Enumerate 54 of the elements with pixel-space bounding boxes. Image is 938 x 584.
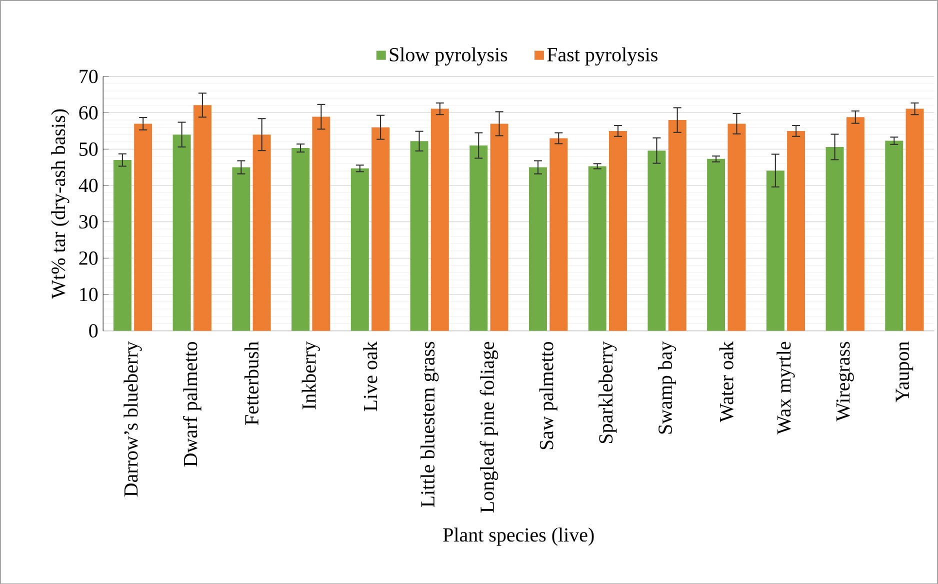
- x-tick-label: Darrow’s blueberry: [124, 341, 142, 496]
- x-tick-label: Saw palmetto: [539, 342, 558, 449]
- bar: [766, 170, 784, 331]
- x-tick-label: Inkberry: [302, 341, 320, 410]
- x-tick-label: Swamp bay: [658, 341, 676, 434]
- legend-label: Slow pyrolysis: [390, 47, 508, 66]
- y-tick-label: 20: [79, 251, 98, 265]
- bar: [470, 145, 488, 331]
- x-axis-title: Plant species (live): [443, 527, 594, 546]
- y-tick-label: 70: [80, 70, 98, 83]
- x-tick-label: Wax myrtle: [776, 342, 795, 434]
- bar: [172, 134, 191, 331]
- bar: [885, 140, 904, 331]
- bar: [430, 108, 449, 331]
- legend-label: Fast pyrolysis: [547, 47, 658, 66]
- y-axis-title: Wt% tar (dry-ash basis): [51, 109, 70, 299]
- bar: [728, 124, 746, 331]
- x-tick-label: Live oak: [363, 341, 378, 411]
- x-tick-label: Wiregrass: [836, 342, 854, 422]
- bar: [588, 166, 606, 331]
- bar: [490, 124, 508, 331]
- bar: [826, 146, 844, 331]
- bar: [550, 138, 568, 331]
- x-tick-label: Little bluestem grass: [420, 342, 439, 507]
- bar: [906, 108, 924, 331]
- bar: [113, 160, 132, 331]
- bar: [410, 140, 428, 331]
- bar: [350, 168, 369, 331]
- bar: [292, 148, 310, 331]
- bar: [372, 127, 390, 331]
- bar: [707, 158, 726, 331]
- bar: [787, 130, 806, 331]
- x-tick-label: Fetterbush: [244, 341, 259, 425]
- bar: [668, 120, 686, 331]
- bar: [648, 150, 666, 331]
- x-tick-label: Yaupon: [896, 341, 914, 402]
- x-tick-label: Water oak: [719, 341, 734, 422]
- bar: [193, 104, 212, 331]
- bar: [528, 167, 547, 331]
- x-tick-label: Dwarf palmetto: [182, 342, 202, 466]
- y-tick-label: 50: [80, 142, 98, 156]
- bar: [312, 116, 330, 331]
- y-tick-label: 40: [78, 178, 98, 192]
- bar: [252, 134, 271, 331]
- x-tick-label: Sparkleberry: [598, 341, 617, 443]
- bar: [846, 116, 864, 331]
- bar: [608, 130, 627, 331]
- y-tick-label: 10: [80, 288, 98, 302]
- y-tick-label: 60: [79, 106, 98, 120]
- bar: [232, 167, 250, 331]
- y-tick-label: 30: [79, 214, 98, 228]
- bar: [134, 124, 152, 331]
- x-tick-label: Longleaf pine foliage: [480, 342, 498, 512]
- y-tick-label: 0: [89, 324, 98, 338]
